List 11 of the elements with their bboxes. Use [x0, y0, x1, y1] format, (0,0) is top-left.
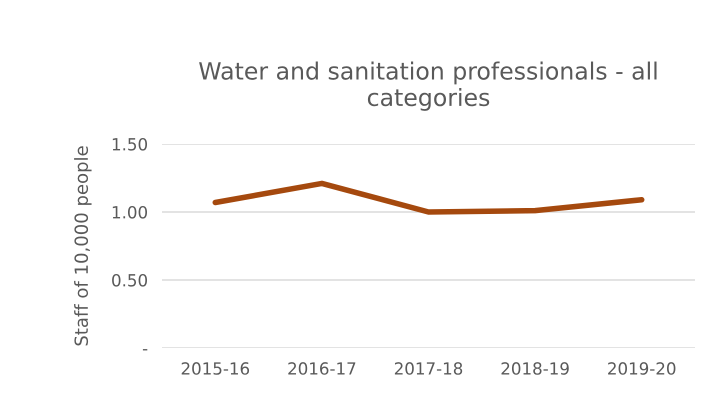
y-tick-label: 0.50	[112, 274, 148, 287]
x-tick-label: 2016-17	[288, 362, 356, 375]
y-axis-title: Staff of 10,000 people	[74, 146, 92, 346]
x-tick-label: 2015-16	[182, 362, 250, 375]
chart-title: Water and sanitation professionals - all categories	[199, 62, 657, 111]
y-tick-label: 1.50	[112, 138, 148, 151]
x-tick-label: 2019-20	[608, 362, 676, 375]
y-tick-label: -	[142, 349, 148, 350]
x-tick-label: 2018-19	[502, 362, 569, 375]
y-tick-label: 1.00	[112, 206, 148, 219]
x-tick-label: 2017-18	[394, 362, 462, 375]
